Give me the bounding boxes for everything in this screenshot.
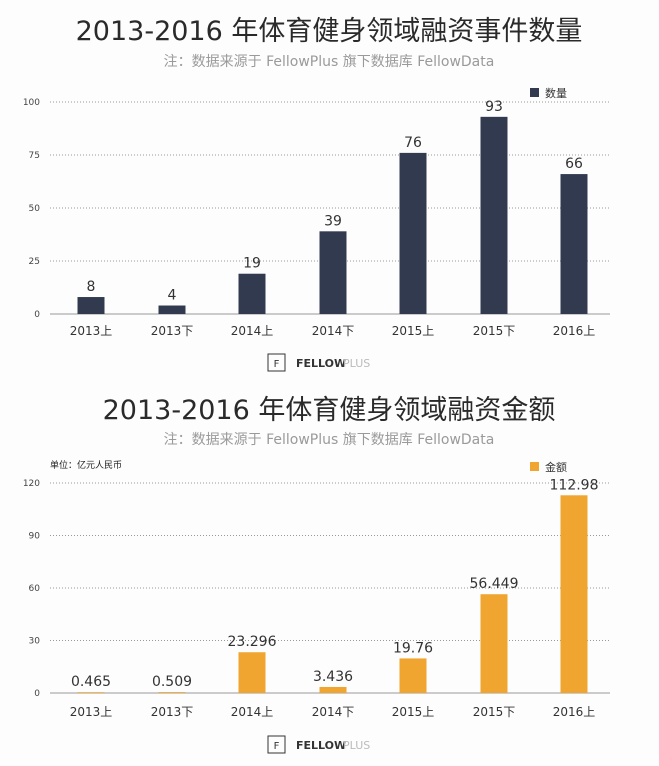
y-tick-label: 25 [29,257,40,267]
y-tick-label: 120 [23,479,40,489]
fellowplus-logo-glyph: F [274,741,280,752]
x-tick-label: 2014下 [312,324,355,338]
data-label: 76 [404,135,422,151]
legend-label: 数量 [545,87,567,100]
fellowplus-logo-icon [267,353,286,372]
bar [319,231,347,314]
x-tick-label: 2014上 [231,324,274,338]
y-tick-label: 90 [29,532,41,542]
bar [560,174,588,314]
data-label: 56.449 [470,576,519,592]
chart-subtitle: 注：数据来源于 FellowPlus 旗下数据库 FellowData [164,54,495,70]
data-label: 4 [168,288,177,304]
y-tick-label: 30 [29,637,41,647]
data-label: 8 [87,279,96,295]
bar [399,658,427,693]
x-tick-label: 2015下 [473,705,516,719]
logo-suffix: PLUS [343,357,370,370]
fellowplus-logo-glyph: F [274,359,280,370]
logo-brand: FELLOW [296,357,346,370]
legend-swatch [530,88,539,97]
bar [560,495,588,693]
x-tick-label: 2015上 [392,324,435,338]
data-label: 19.76 [393,640,433,656]
bar [77,692,105,693]
y-tick-label: 75 [29,151,40,161]
bar [238,273,266,314]
bar [319,686,347,693]
y-tick-label: 60 [29,584,41,594]
unit-label: 单位：亿元人民币 [50,459,122,471]
bar [399,152,427,314]
data-label: 23.296 [228,634,277,650]
chart-subtitle: 注：数据来源于 FellowPlus 旗下数据库 FellowData [164,432,495,448]
logo-brand: FELLOW [296,739,346,752]
chart-title: 2013-2016 年体育健身领域融资事件数量 [76,16,583,47]
data-label: 0.509 [152,674,192,690]
x-tick-label: 2015上 [392,705,435,719]
data-label: 19 [243,256,261,272]
x-tick-label: 2013下 [151,705,194,719]
data-label: 3.436 [313,669,353,685]
y-tick-label: 0 [34,689,40,699]
x-tick-label: 2013上 [70,324,113,338]
bar [158,692,186,693]
bar [77,297,105,314]
legend-label: 金额 [545,460,567,474]
y-tick-label: 0 [34,310,40,320]
data-label: 93 [485,99,503,115]
x-tick-label: 2014下 [312,705,355,719]
x-tick-label: 2013下 [151,324,194,338]
x-tick-label: 2016上 [553,705,596,719]
chart-title: 2013-2016 年体育健身领域融资金额 [103,395,556,426]
data-label: 66 [565,156,583,172]
bar [238,652,266,693]
data-label: 39 [324,213,342,229]
x-tick-label: 2014上 [231,705,274,719]
fellowplus-logo-icon [267,735,286,754]
data-label: 112.98 [550,477,599,493]
x-tick-label: 2013上 [70,705,113,719]
bar [158,305,186,314]
data-label: 0.465 [71,674,111,690]
bar [480,116,508,314]
logo-suffix: PLUS [343,739,370,752]
bar [480,594,508,693]
y-tick-label: 100 [23,98,40,108]
y-tick-label: 50 [29,204,41,214]
legend-swatch [530,462,539,471]
x-tick-label: 2015下 [473,324,516,338]
x-tick-label: 2016上 [553,324,596,338]
